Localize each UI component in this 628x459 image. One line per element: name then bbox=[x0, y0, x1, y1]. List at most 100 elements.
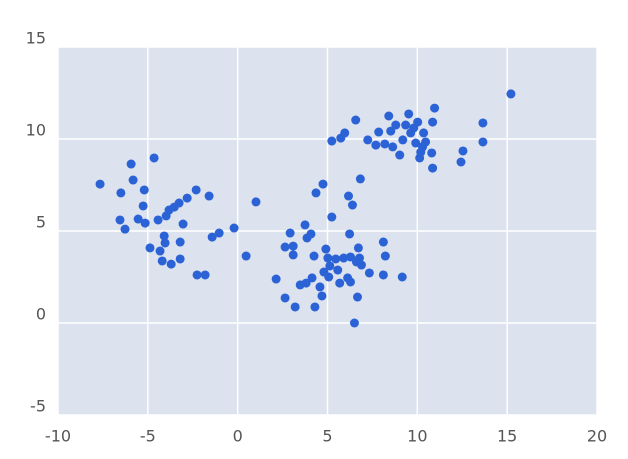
point bbox=[363, 135, 373, 145]
point bbox=[323, 253, 333, 263]
point bbox=[204, 191, 214, 201]
point bbox=[364, 268, 374, 278]
point bbox=[345, 277, 355, 287]
point bbox=[178, 219, 188, 229]
point bbox=[280, 293, 290, 303]
point bbox=[340, 128, 350, 138]
point bbox=[115, 215, 125, 225]
point bbox=[229, 223, 239, 233]
point bbox=[353, 292, 363, 302]
point bbox=[207, 232, 217, 242]
point bbox=[345, 252, 355, 262]
point bbox=[327, 136, 337, 146]
y-tick-label: 10 bbox=[26, 121, 46, 140]
point bbox=[356, 260, 366, 270]
x-tick-label: 10 bbox=[407, 427, 427, 446]
x-tick-label: -5 bbox=[140, 427, 156, 446]
x-tick-label: 20 bbox=[587, 427, 607, 446]
x-tick-label: 0 bbox=[233, 427, 243, 446]
point bbox=[421, 137, 431, 147]
point bbox=[149, 153, 159, 163]
point bbox=[310, 302, 320, 312]
point bbox=[428, 163, 438, 173]
point bbox=[307, 273, 317, 283]
point bbox=[388, 142, 398, 152]
point bbox=[301, 278, 311, 288]
point bbox=[116, 188, 126, 198]
point bbox=[355, 174, 365, 184]
point bbox=[95, 179, 105, 189]
point bbox=[155, 246, 165, 256]
point bbox=[214, 228, 224, 238]
point bbox=[288, 250, 298, 260]
point bbox=[339, 253, 349, 263]
point bbox=[160, 238, 170, 248]
point bbox=[271, 274, 281, 284]
point bbox=[306, 229, 316, 239]
point bbox=[157, 256, 167, 266]
point bbox=[404, 109, 414, 119]
point bbox=[380, 139, 390, 149]
point bbox=[458, 146, 468, 156]
point bbox=[174, 198, 184, 208]
point bbox=[374, 127, 384, 137]
point bbox=[384, 111, 394, 121]
point bbox=[344, 191, 354, 201]
point bbox=[159, 231, 169, 241]
point bbox=[192, 270, 202, 280]
point bbox=[397, 272, 407, 282]
point bbox=[200, 270, 210, 280]
point bbox=[290, 302, 300, 312]
point bbox=[349, 318, 359, 328]
point bbox=[241, 251, 251, 261]
y-tick-label: 15 bbox=[26, 29, 46, 48]
point bbox=[153, 215, 163, 225]
point bbox=[324, 272, 334, 282]
point bbox=[456, 157, 466, 167]
point bbox=[398, 135, 408, 145]
point bbox=[419, 128, 429, 138]
point bbox=[133, 214, 143, 224]
point bbox=[318, 179, 328, 189]
point bbox=[280, 242, 290, 252]
x-tick-label: 5 bbox=[322, 427, 332, 446]
point bbox=[371, 140, 381, 150]
point bbox=[300, 220, 310, 230]
y-tick-label: 0 bbox=[36, 305, 46, 324]
point bbox=[128, 175, 138, 185]
point bbox=[120, 224, 130, 234]
point bbox=[378, 270, 388, 280]
point bbox=[380, 251, 390, 261]
point bbox=[311, 188, 321, 198]
point bbox=[345, 229, 355, 239]
point bbox=[145, 243, 155, 253]
point bbox=[478, 118, 488, 128]
point bbox=[325, 261, 335, 271]
point bbox=[351, 115, 361, 125]
point bbox=[288, 241, 298, 251]
point bbox=[478, 137, 488, 147]
point bbox=[391, 120, 401, 130]
point bbox=[428, 117, 438, 127]
point bbox=[506, 89, 516, 99]
point bbox=[411, 138, 421, 148]
y-tick-label: -5 bbox=[30, 397, 46, 416]
point bbox=[182, 193, 192, 203]
point bbox=[395, 150, 405, 160]
point bbox=[251, 197, 261, 207]
point bbox=[317, 291, 327, 301]
point bbox=[191, 185, 201, 195]
point bbox=[427, 148, 437, 158]
point bbox=[327, 212, 337, 222]
point bbox=[309, 251, 319, 261]
point bbox=[353, 243, 363, 253]
point bbox=[386, 126, 396, 136]
point bbox=[138, 201, 148, 211]
point bbox=[139, 185, 149, 195]
point bbox=[347, 200, 357, 210]
point bbox=[166, 259, 176, 269]
point bbox=[378, 237, 388, 247]
point bbox=[315, 282, 325, 292]
point bbox=[175, 254, 185, 264]
point bbox=[331, 254, 341, 264]
